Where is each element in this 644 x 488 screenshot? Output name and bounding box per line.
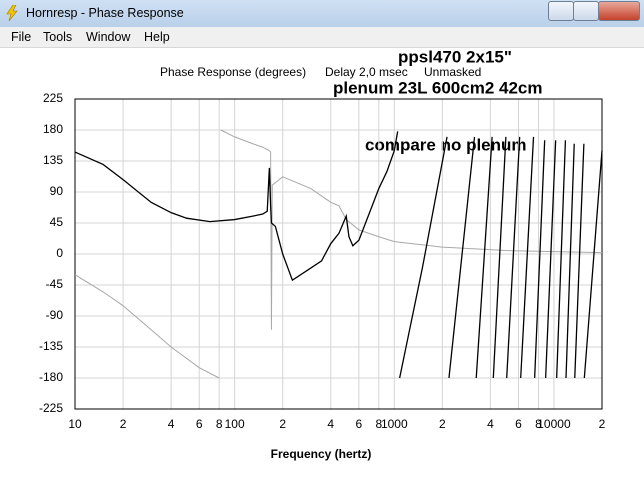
x-tick-label: 4	[327, 417, 334, 431]
chart-subtitle: Delay 2,0 msec	[325, 65, 408, 79]
x-tick-label: 8	[535, 417, 542, 431]
y-tick-label: 45	[50, 215, 64, 229]
y-tick-label: 180	[43, 122, 63, 136]
y-tick-label: 225	[43, 91, 63, 105]
close-button[interactable]	[598, 1, 640, 21]
annotation: plenum 23L 600cm2 42cm	[333, 78, 542, 97]
x-tick-label: 2	[120, 417, 127, 431]
y-tick-label: -180	[39, 370, 63, 384]
y-tick-label: 135	[43, 153, 63, 167]
title-bar: Hornresp - Phase Response	[0, 0, 644, 27]
x-tick-label: 2	[279, 417, 286, 431]
plot-frame	[74, 98, 603, 410]
x-tick-label: 2	[439, 417, 446, 431]
x-tick-label: 6	[515, 417, 522, 431]
x-tick-label: 8	[375, 417, 382, 431]
phase-line	[74, 131, 603, 379]
window-title: Hornresp - Phase Response	[26, 6, 184, 20]
x-tick-label: 2	[599, 417, 606, 431]
y-tick-label: -45	[46, 277, 64, 291]
menu-item[interactable]: Tools	[43, 30, 73, 44]
x-axis-label: Frequency (hertz)	[271, 447, 372, 461]
x-tick-label: 4	[168, 417, 175, 431]
app-icon	[6, 5, 18, 21]
x-tick-label: 8	[216, 417, 223, 431]
y-tick-label: -135	[39, 339, 63, 353]
menu-bar: File Tools Window Help	[0, 27, 644, 48]
menu-item[interactable]: Window	[86, 30, 131, 44]
y-tick-label: -90	[46, 308, 64, 322]
x-tick-label: 10000	[537, 417, 571, 431]
x-tick-label: 100	[225, 417, 245, 431]
chart-title: Phase Response (degrees)	[160, 65, 306, 79]
x-tick-label: 1000	[381, 417, 408, 431]
menu-item[interactable]: Help	[144, 30, 170, 44]
x-tick-label: 10	[68, 417, 82, 431]
chart-subtitle: Unmasked	[424, 65, 481, 79]
x-tick-label: 6	[196, 417, 203, 431]
client-area	[0, 48, 644, 488]
x-tick-label: 6	[356, 417, 363, 431]
y-tick-label: 90	[50, 184, 64, 198]
y-tick-label: 0	[56, 246, 63, 260]
annotation: ppsl470 2x15"	[398, 47, 512, 66]
phase-line	[74, 129, 603, 379]
x-tick-label: 4	[487, 417, 494, 431]
y-tick-label: -225	[39, 401, 63, 415]
menu-item[interactable]: File	[11, 30, 32, 44]
